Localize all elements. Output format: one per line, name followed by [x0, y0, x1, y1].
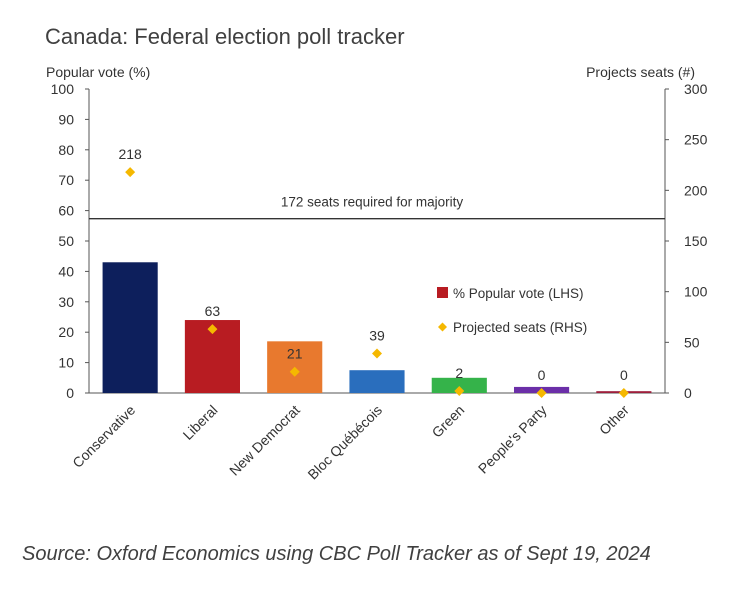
category-label-4: Green [429, 402, 468, 441]
category-label-2: New Democrat [226, 402, 303, 479]
category-label-6: Other [596, 402, 632, 438]
right-axis-title: Projects seats (#) [586, 64, 695, 80]
seat-marker-6 [618, 388, 629, 398]
seat-label-0: 218 [118, 146, 142, 162]
seat-label-5: 0 [538, 367, 546, 383]
left-tick-label: 70 [58, 172, 74, 188]
right-tick-label: 0 [684, 385, 692, 401]
right-tick-label: 200 [684, 182, 708, 198]
left-tick-label: 50 [58, 233, 74, 249]
left-tick-label: 80 [58, 142, 74, 158]
legend-swatch-seats [438, 322, 447, 332]
chart: Canada: Federal election poll tracker Po… [45, 24, 708, 482]
right-tick-label: 300 [684, 81, 708, 97]
seat-marker-1 [207, 324, 218, 335]
left-tick-label: 20 [58, 324, 74, 340]
seat-marker-0 [125, 167, 136, 178]
category-label-0: Conservative [69, 402, 138, 471]
right-tick-label: 100 [684, 284, 708, 300]
left-axis-title: Popular vote (%) [46, 64, 150, 80]
seat-label-4: 2 [455, 365, 463, 381]
left-tick-label: 40 [58, 263, 74, 279]
left-tick-label: 90 [58, 111, 74, 127]
right-tick-label: 150 [684, 233, 708, 249]
seat-label-1: 63 [205, 303, 221, 319]
right-tick-label: 50 [684, 334, 700, 350]
majority-line-label: 172 seats required for majority [281, 195, 464, 210]
plot-area: 0102030405060708090100050100150200250300… [51, 81, 708, 482]
chart-title: Canada: Federal election poll tracker [45, 24, 405, 49]
seat-marker-2 [289, 366, 300, 377]
legend-swatch-popular-vote [437, 287, 448, 298]
bar-3 [349, 370, 405, 393]
legend-label-popular-vote: % Popular vote (LHS) [453, 286, 584, 301]
seat-label-2: 21 [287, 346, 303, 362]
category-label-3: Bloc Québécois [304, 402, 385, 483]
left-tick-label: 60 [58, 203, 74, 219]
seat-marker-3 [372, 348, 382, 359]
left-tick-label: 30 [58, 294, 74, 310]
source-note: Source: Oxford Economics using CBC Poll … [22, 543, 651, 565]
seat-marker-4 [454, 385, 465, 396]
seat-marker-5 [536, 388, 547, 398]
legend-label-seats: Projected seats (RHS) [453, 320, 587, 335]
category-label-1: Liberal [180, 402, 221, 443]
seat-label-6: 0 [620, 367, 628, 383]
bar-0 [102, 262, 158, 393]
category-label-5: People's Party [475, 402, 550, 477]
left-tick-label: 10 [58, 355, 74, 371]
right-tick-label: 250 [684, 132, 708, 148]
seat-label-3: 39 [369, 327, 385, 343]
left-tick-label: 100 [51, 81, 75, 97]
bar-4 [431, 377, 487, 393]
left-tick-label: 0 [66, 385, 74, 401]
